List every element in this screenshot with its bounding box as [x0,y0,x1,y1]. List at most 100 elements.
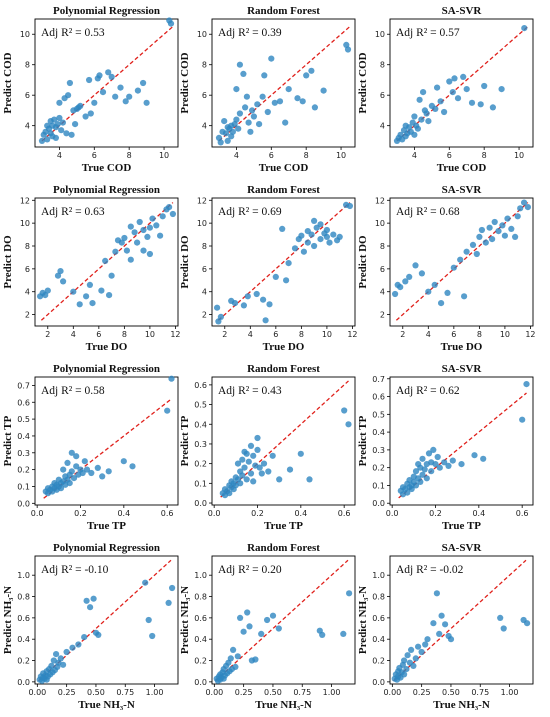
data-point [247,128,254,135]
x-tick-label: 12 [347,330,357,339]
data-point [473,250,480,258]
data-point [341,407,348,414]
adj-r2-annotation: Adj R² = 0.39 [218,27,282,39]
x-tick-label: 10 [322,330,332,339]
identity-reference-line [396,26,529,142]
data-point [401,671,408,678]
data-point [419,455,426,462]
y-tick-label: 4 [380,288,385,297]
adj-r2-annotation: Adj R² = 0.43 [218,385,282,397]
data-point [392,290,399,298]
chart-title: SA-SVR [442,542,483,554]
data-point [461,293,468,300]
data-point [44,287,51,294]
data-point [127,256,134,263]
data-point [146,224,153,231]
data-point [417,478,424,485]
y-tick-label: 1.0 [194,571,207,580]
data-point [346,590,353,597]
x-tick-label: 0.6 [516,509,529,518]
plot-frame [211,555,356,685]
chart-title: SA-SVR [442,5,483,17]
x-tick-label: 10 [336,151,346,160]
y-tick-label: 0.0 [372,678,385,687]
data-point [38,137,46,144]
x-tick-label: 0.75 [471,688,489,697]
data-point [86,281,93,288]
data-point [272,273,279,280]
data-point [243,93,250,100]
plot-frame [34,376,179,506]
data-point [283,277,290,284]
data-point [418,648,425,656]
data-point [87,604,94,611]
data-point [245,458,252,465]
data-point [235,125,242,132]
data-point [50,657,57,664]
adj-r2-annotation: Adj R² = 0.62 [396,385,460,397]
y-tick-label: 0.6 [17,398,30,407]
data-point [320,87,327,94]
data-point [112,248,119,255]
data-point [285,260,292,267]
data-point [64,459,71,466]
scatter-panel-7: Polynomial Regression 0.0 0.2 0.4 0.6 0.0 0.1 0… [2,363,179,532]
data-point [134,87,141,94]
data-point [239,456,246,463]
x-tick-label: 2 [400,330,405,339]
data-point [53,651,60,658]
x-tick-label: 1.00 [501,688,519,697]
data-point [476,233,483,240]
y-tick-label: 0.3 [17,449,30,458]
data-point [344,46,352,53]
data-point [276,98,284,105]
data-point [412,655,419,662]
data-point [266,301,273,308]
x-tick-label: 8 [122,330,127,339]
x-tick-label: 2 [45,330,50,339]
data-point [500,625,507,632]
data-point [157,232,164,239]
data-point [458,461,465,468]
x-tick-label: 6 [451,330,456,339]
data-point [81,634,88,641]
y-tick-label: 0.3 [194,440,207,449]
data-point [441,108,448,116]
data-point [441,459,448,466]
data-point [491,218,498,226]
adj-r2-annotation: Adj R² = 0.57 [396,27,460,39]
data-point [336,233,343,240]
data-point [42,292,49,299]
data-point [70,475,78,482]
x-tick-label: 4 [412,151,417,160]
data-point [511,233,519,240]
y-tick-label: 4 [380,122,385,131]
y-tick-label: 0.2 [194,460,207,469]
y-axis-label: Predict DO [2,235,14,289]
data-point [460,73,467,80]
y-tick-label: 0.0 [372,499,385,508]
data-point [308,231,315,238]
plot-frame [34,555,179,685]
x-axis-label: True COD [82,162,132,174]
data-point [308,67,315,74]
data-point [423,475,430,482]
x-tick-label: 0.50 [87,688,105,697]
x-tick-label: 0.2 [429,509,442,518]
x-tick-label: 8 [127,151,132,160]
data-point [242,104,249,111]
x-tick-label: 12 [170,330,180,339]
data-point [239,472,246,479]
data-point [275,625,282,632]
data-point [254,446,261,453]
data-point [217,139,224,146]
data-point [326,239,333,246]
data-point [244,609,251,616]
data-point [167,20,175,27]
data-point [498,86,505,93]
data-point [412,262,419,269]
data-point [418,116,425,123]
data-point [434,84,441,91]
x-tick-label: 6 [96,330,101,339]
data-point [481,82,488,90]
